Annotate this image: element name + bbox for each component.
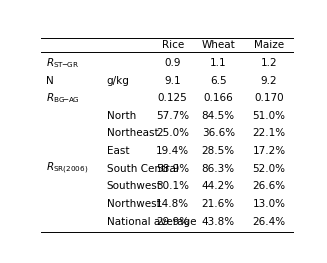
Text: 0.125: 0.125 [158, 93, 187, 103]
Text: $R_{\mathregular{ST\!\!-\!\!GR}}$: $R_{\mathregular{ST\!\!-\!\!GR}}$ [46, 56, 79, 70]
Text: 17.2%: 17.2% [252, 146, 285, 156]
Text: 25.0%: 25.0% [156, 128, 189, 138]
Text: 44.2%: 44.2% [202, 181, 235, 191]
Text: 14.8%: 14.8% [156, 199, 189, 209]
Text: National average: National average [107, 216, 196, 226]
Text: 21.6%: 21.6% [202, 199, 235, 209]
Text: 58.9%: 58.9% [156, 164, 189, 174]
Text: 26.6%: 26.6% [252, 181, 285, 191]
Text: South Central: South Central [107, 164, 179, 174]
Text: 13.0%: 13.0% [252, 199, 285, 209]
Text: $R_{\mathregular{SR(2006)}}$: $R_{\mathregular{SR(2006)}}$ [46, 161, 88, 176]
Text: 36.6%: 36.6% [202, 128, 235, 138]
Text: 0.170: 0.170 [254, 93, 284, 103]
Text: 51.0%: 51.0% [252, 111, 285, 121]
Text: 43.8%: 43.8% [202, 216, 235, 226]
Text: 28.5%: 28.5% [202, 146, 235, 156]
Text: Northeast: Northeast [107, 128, 158, 138]
Text: North: North [107, 111, 136, 121]
Text: Rice: Rice [162, 40, 184, 50]
Text: 22.1%: 22.1% [252, 128, 285, 138]
Text: 19.4%: 19.4% [156, 146, 189, 156]
Text: 52.0%: 52.0% [252, 164, 285, 174]
Text: 29.9%: 29.9% [156, 216, 189, 226]
Text: N: N [46, 75, 54, 85]
Text: 84.5%: 84.5% [202, 111, 235, 121]
Text: 0.9: 0.9 [164, 58, 181, 68]
Text: 1.2: 1.2 [261, 58, 277, 68]
Text: Southwest: Southwest [107, 181, 162, 191]
Text: 26.4%: 26.4% [252, 216, 285, 226]
Text: East: East [107, 146, 129, 156]
Text: 0.166: 0.166 [203, 93, 233, 103]
Text: 9.2: 9.2 [261, 75, 277, 85]
Text: 57.7%: 57.7% [156, 111, 189, 121]
Text: 9.1: 9.1 [164, 75, 181, 85]
Text: Wheat: Wheat [201, 40, 235, 50]
Text: Maize: Maize [254, 40, 284, 50]
Text: $R_{\mathregular{BG\!\!-\!\!AG}}$: $R_{\mathregular{BG\!\!-\!\!AG}}$ [46, 91, 80, 105]
Text: g/kg: g/kg [107, 75, 129, 85]
Text: 86.3%: 86.3% [202, 164, 235, 174]
Text: Northwest: Northwest [107, 199, 161, 209]
Text: 6.5: 6.5 [210, 75, 227, 85]
Text: 30.1%: 30.1% [156, 181, 189, 191]
Text: 1.1: 1.1 [210, 58, 227, 68]
